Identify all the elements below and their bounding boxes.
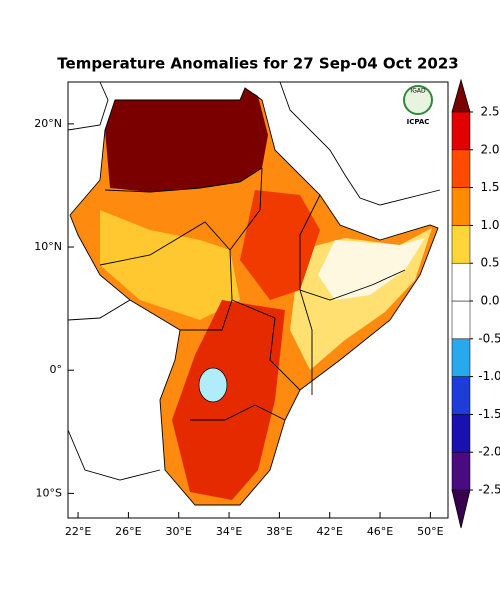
- colorbar-label: -1.0: [478, 369, 500, 383]
- colorbar-label: 2.0: [480, 142, 499, 156]
- logo-text: ICPAC: [407, 118, 430, 126]
- colorbar-label: -1.5: [478, 407, 500, 421]
- colorbar-bin: [451, 262, 471, 302]
- colorbar-label: 0.0: [480, 294, 499, 308]
- x-tick-label: 42°E: [316, 525, 342, 538]
- x-tick-label: 34°E: [216, 525, 242, 538]
- y-tick-label: 10°S: [36, 486, 62, 499]
- colorbar-under: [451, 489, 471, 529]
- colorbar-bin: [451, 414, 471, 453]
- lake-victoria: [198, 367, 228, 403]
- x-tick-label: 26°E: [115, 525, 141, 538]
- colorbar-bin: [451, 111, 471, 151]
- land-orange: [70, 88, 438, 505]
- x-tick-label: 22°E: [65, 525, 91, 538]
- colorbar-over: [451, 78, 471, 113]
- colorbar-label: 2.5: [480, 105, 499, 119]
- x-tick-label: 30°E: [166, 525, 192, 538]
- colorbar-bin: [451, 225, 471, 264]
- x-tick-label: 50°E: [417, 525, 443, 538]
- map-area: IGAD ICPAC: [67, 81, 441, 506]
- colorbar-bin: [451, 338, 471, 377]
- colorbar-bin: [451, 451, 471, 491]
- land-east-white: [318, 238, 425, 300]
- colorbar-label: 1.5: [480, 180, 499, 194]
- colorbar-label: 1.0: [480, 218, 499, 232]
- colorbar-label: -2.5: [478, 483, 500, 497]
- y-tick-label: 10°N: [34, 240, 62, 253]
- colorbar-bin: [451, 187, 471, 226]
- y-tick-label: 20°N: [34, 117, 62, 130]
- colorbar-label: 0.5: [480, 256, 499, 270]
- colorbar-bin: [451, 300, 471, 340]
- x-tick-label: 46°E: [367, 525, 393, 538]
- colorbar-label: -2.0: [478, 445, 500, 459]
- land-dark-red: [105, 88, 268, 192]
- y-tick-label: 0°: [50, 363, 63, 376]
- logo-text: IGAD: [410, 88, 426, 95]
- colorbar-bin: [451, 149, 471, 188]
- borders: [67, 81, 441, 506]
- logo: IGAD ICPAC: [403, 85, 433, 126]
- land-yellow: [100, 210, 240, 320]
- land-red-band: [172, 300, 285, 500]
- x-tick-label: 38°E: [266, 525, 292, 538]
- colorbar-label: -0.5: [478, 331, 500, 345]
- colorbar-bin: [451, 376, 471, 415]
- map-frame: [67, 81, 449, 519]
- map-title: Temperature Anomalies for 27 Sep-04 Oct …: [57, 55, 458, 73]
